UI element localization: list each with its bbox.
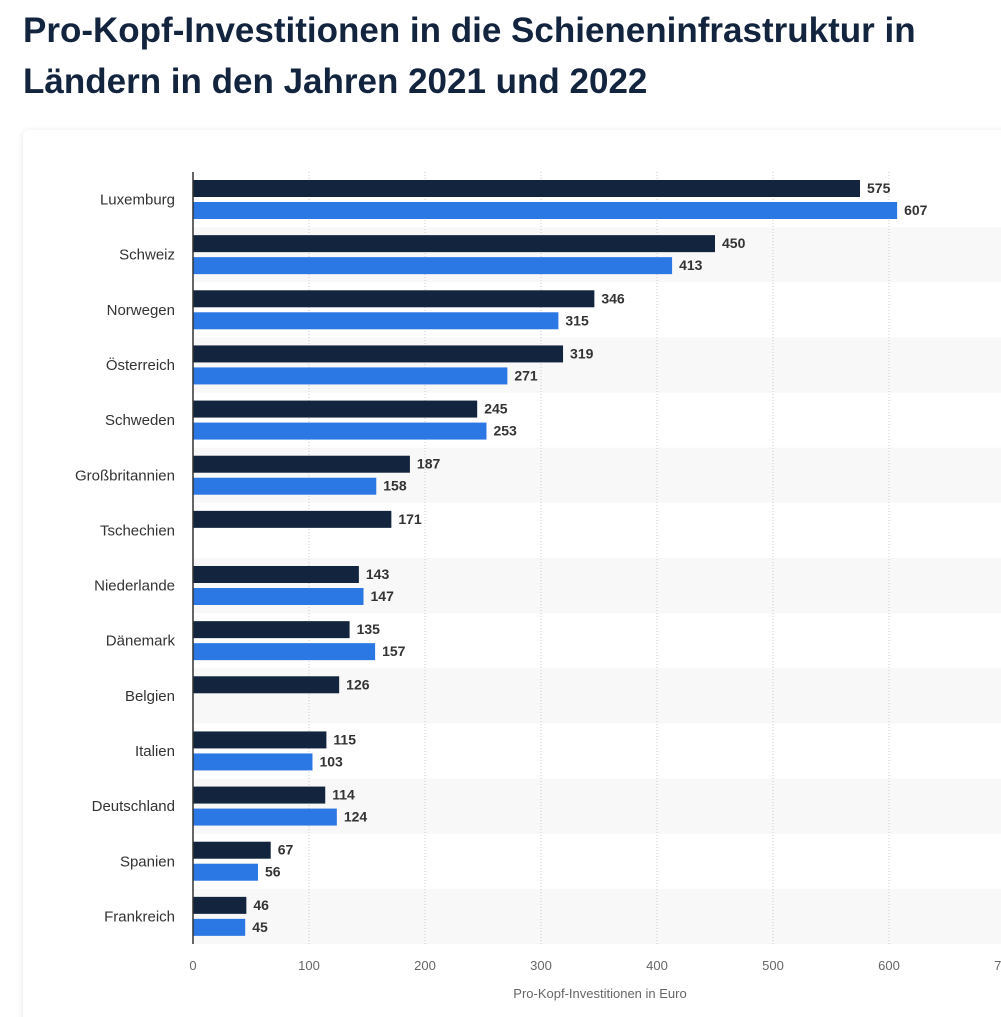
bar <box>193 588 364 605</box>
y-tick-label: Norwegen <box>107 302 175 319</box>
value-label: 147 <box>371 588 395 604</box>
y-tick-label: Belgien <box>125 688 175 705</box>
y-tick-label: Schweiz <box>119 247 175 264</box>
value-label: 56 <box>265 864 281 880</box>
chart-title: Pro-Kopf-Investitionen in die Schienenin… <box>23 11 916 50</box>
bar <box>193 643 376 661</box>
bar <box>193 290 595 308</box>
bar <box>193 786 326 804</box>
y-tick-label: Großbritannien <box>75 467 175 484</box>
x-tick-label: 0 <box>189 958 196 973</box>
value-label: 135 <box>357 621 381 637</box>
value-label: 346 <box>601 290 625 306</box>
value-label: 319 <box>570 345 594 361</box>
y-tick-label: Dänemark <box>106 633 176 650</box>
x-tick-label: 300 <box>530 958 552 973</box>
bar <box>193 257 673 275</box>
y-tick-label: Luxemburg <box>100 192 175 209</box>
bar <box>193 731 327 749</box>
value-label: 157 <box>382 643 406 659</box>
value-label: 171 <box>398 511 422 527</box>
y-tick-label: Niederlande <box>94 578 175 595</box>
value-label: 187 <box>417 456 441 472</box>
bar <box>193 841 271 859</box>
value-label: 607 <box>904 202 928 218</box>
y-tick-label: Tschechien <box>100 522 175 539</box>
bar <box>193 918 246 936</box>
x-tick-label: 100 <box>298 958 320 973</box>
bar <box>193 202 898 219</box>
x-tick-label: 500 <box>762 958 784 973</box>
x-tick-label: 600 <box>878 958 900 973</box>
y-tick-label: Frankreich <box>104 908 175 925</box>
y-tick-label: Deutschland <box>92 798 175 815</box>
bar <box>193 345 564 363</box>
row-stripe <box>193 888 1001 944</box>
bar <box>193 422 487 440</box>
x-tick-label: 400 <box>646 958 668 973</box>
chart-title: Ländern in den Jahren 2021 und 2022 <box>23 62 647 101</box>
y-tick-label: Österreich <box>106 356 175 374</box>
value-label: 253 <box>493 423 517 439</box>
value-label: 46 <box>253 897 269 913</box>
bar <box>193 566 359 583</box>
bar <box>193 621 350 639</box>
bar <box>193 400 478 418</box>
value-label: 126 <box>346 676 370 692</box>
value-label: 103 <box>319 753 343 769</box>
bar <box>193 808 337 826</box>
value-label: 245 <box>484 401 508 417</box>
value-label: 158 <box>383 478 407 494</box>
x-tick-label: 700 <box>994 958 1001 973</box>
bar <box>193 863 258 881</box>
y-tick-label: Schweden <box>105 412 175 429</box>
x-tick-label: 200 <box>414 958 436 973</box>
bar <box>193 753 313 771</box>
y-tick-label: Italien <box>135 743 175 760</box>
value-label: 315 <box>565 312 589 328</box>
bar <box>193 455 410 473</box>
bar <box>193 367 508 385</box>
bar <box>193 312 559 330</box>
value-label: 575 <box>867 180 891 196</box>
bar <box>193 235 715 253</box>
value-label: 413 <box>679 257 703 273</box>
value-label: 114 <box>332 787 355 803</box>
value-label: 271 <box>514 367 538 383</box>
value-label: 67 <box>278 842 294 858</box>
x-axis-label: Pro-Kopf-Investitionen in Euro <box>513 986 686 1001</box>
value-label: 45 <box>252 919 268 935</box>
value-label: 450 <box>722 235 746 251</box>
bar <box>193 510 392 528</box>
value-label: 143 <box>366 566 390 582</box>
bar <box>193 477 377 495</box>
bar <box>193 180 860 197</box>
bar <box>193 896 247 914</box>
value-label: 124 <box>344 809 368 825</box>
y-tick-label: Spanien <box>120 853 175 870</box>
value-label: 115 <box>333 731 356 747</box>
bar <box>193 676 340 694</box>
